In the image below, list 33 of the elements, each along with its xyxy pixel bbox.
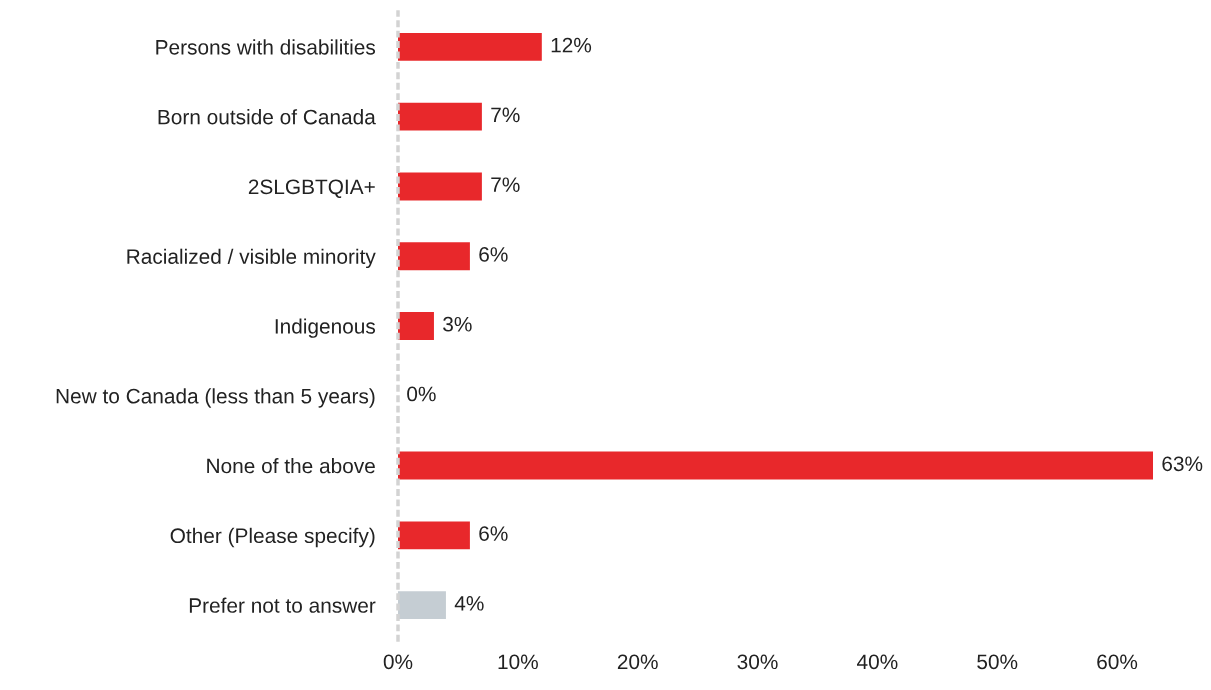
y-tick-label: Persons with disabilities xyxy=(156,39,376,55)
x-tick-label: 50% xyxy=(977,654,1018,670)
bar xyxy=(398,521,470,550)
data-label: 4% xyxy=(454,596,484,611)
y-tick-label: New to Canada (less than 5 years) xyxy=(56,388,375,408)
bar xyxy=(398,32,542,61)
y-tick-label: Racialized / visible minority xyxy=(127,248,376,269)
x-tick-label: 40% xyxy=(857,654,898,670)
y-tick-label: Prefer not to answer xyxy=(189,597,376,613)
y-tick-label: Other (Please specify) xyxy=(170,527,375,548)
data-label: 0% xyxy=(407,386,436,402)
data-label: 63% xyxy=(1162,456,1203,472)
x-tick-label: 30% xyxy=(737,654,778,670)
data-label: 7% xyxy=(491,107,520,123)
bar xyxy=(398,242,470,271)
bar xyxy=(398,172,482,201)
x-tick-label: 20% xyxy=(617,654,658,670)
data-label: 3% xyxy=(443,316,472,332)
y-tick-label: None of the above xyxy=(207,458,375,474)
y-tick-label: 2SLGBTQIA+ xyxy=(248,179,375,198)
bar xyxy=(398,312,434,340)
data-label: 12% xyxy=(551,37,592,53)
bar xyxy=(398,591,446,620)
data-label: 7% xyxy=(491,177,520,192)
x-tick-label: 0% xyxy=(383,654,413,670)
x-tick-label: 60% xyxy=(1097,654,1138,670)
data-label: 6% xyxy=(479,247,508,262)
data-label: 6% xyxy=(479,526,508,541)
bar xyxy=(398,102,482,131)
y-tick-label: Indigenous xyxy=(275,318,376,338)
bar xyxy=(398,451,1153,480)
x-tick-label: 10% xyxy=(498,654,538,670)
y-tick-label: Born outside of Canada xyxy=(158,109,376,125)
